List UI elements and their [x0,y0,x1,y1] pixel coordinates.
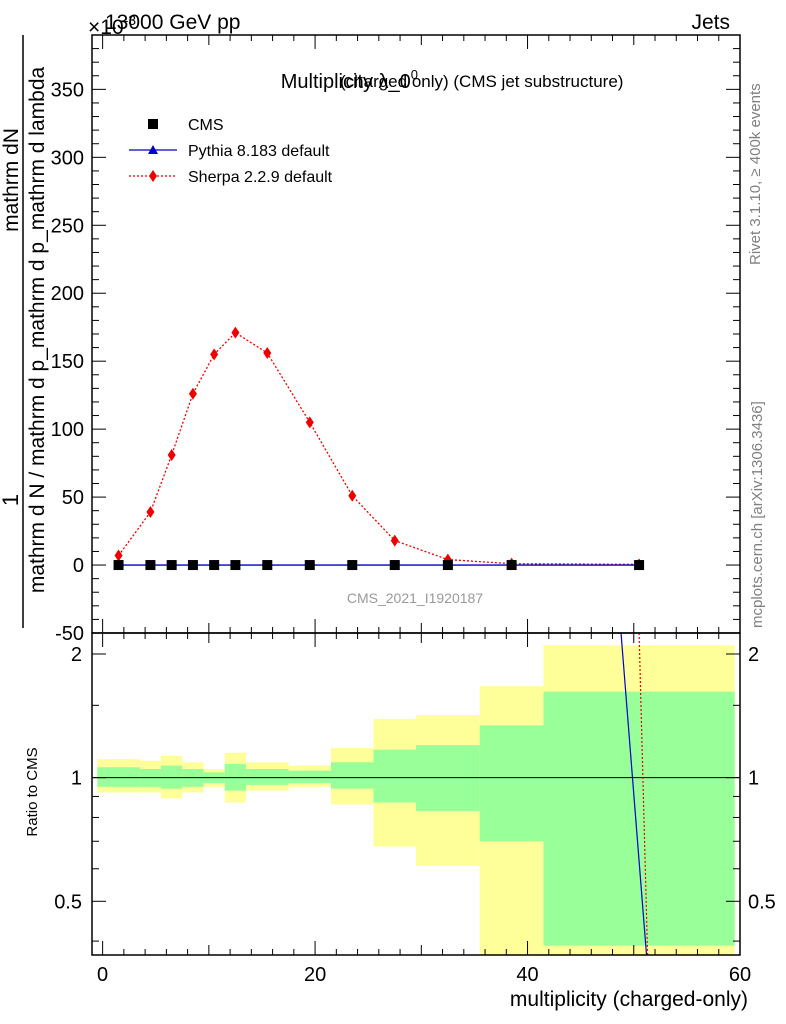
y-tick-label: 350 [51,79,84,101]
y-tick-label: -50 [55,623,84,645]
main-plot-panel: -50 0 50 100 150 200 250 300 350 CMS Pythia 8.183 … [51,34,741,645]
ratio-frame [91,632,741,956]
y-axis-label-top: mathrm dN [0,128,23,232]
sherpa-point [114,549,123,562]
y-tick-label: 100 [51,419,84,441]
cms-point [113,560,124,571]
x-tick-label: 60 [729,964,751,986]
ratio-y-axis-label: Ratio to CMS [24,747,41,836]
sherpa-point [348,489,357,502]
watermark: CMS_2021_I1920187 [347,590,483,606]
y-tick-label: 50 [62,487,84,509]
legend-marker-sherpa [149,170,157,182]
x-axis-label: multiplicity (charged-only) [510,988,748,1011]
energy-label: 13000 GeV pp [105,11,240,34]
uncertainty-band-inner [373,749,416,803]
y-axis-label-numerator: 1 [0,494,23,506]
ratio-y-tick-label-right: 0.5 [748,891,776,913]
x-tick-label: 20 [304,964,326,986]
y-tick-label: 250 [51,215,84,237]
cms-point [389,560,400,571]
uncertainty-band-inner [97,767,140,787]
cms-point [262,560,273,571]
cms-point [145,560,156,571]
legend-marker-pythia [148,145,158,154]
sherpa-line [118,331,640,566]
cms-point [209,560,220,571]
cms-point [506,560,517,571]
cms-point [166,560,177,571]
cms-point [347,560,358,571]
x-tick-label: 0 [97,964,108,986]
rivet-label: Rivet 3.1.10, ≥ 400k events [747,83,764,265]
plot-title: Multiplicity λ_00 [281,67,418,93]
y-tick-label: 0 [73,555,84,577]
cms-point [442,560,453,571]
uncertainty-band-inner [161,765,183,789]
sherpa-point [231,326,240,339]
x-tick-label: 40 [516,964,538,986]
sherpa-point [305,416,314,429]
plot-title-sup: 0 [411,67,418,82]
sherpa-point [146,506,155,519]
mcplots-label: mcplots.cern.ch [arXiv:1306.3436] [749,401,766,628]
uncertainty-band-inner [543,691,735,946]
legend-label: CMS [188,117,224,134]
uncertainty-band-inner [246,768,289,785]
y-axis-label-denominator: mathrm d N / mathrm d p_mathrm d p_mathr… [26,67,49,594]
process-label: Jets [691,11,730,34]
cms-point [230,560,241,571]
sherpa-point [390,534,399,547]
sherpa-point [210,348,219,361]
exponent-power: -3 [124,12,137,28]
y-tick-label: 300 [51,147,84,169]
legend-label: Pythia 8.183 default [188,143,330,160]
sherpa-point [167,448,176,461]
uncertainty-band-inner [331,762,374,789]
cms-point [634,560,645,571]
exponent-label: ×10-3 [88,12,136,39]
plot-title-suffix: (charged only) (CMS jet substructure) [340,72,623,91]
uncertainty-band-inner [479,725,544,842]
sherpa-point [263,347,272,360]
ratio-y-tick-label-right: 2 [748,644,759,666]
y-tick-label: 150 [51,351,84,373]
legend-marker-cms [148,119,158,129]
exponent-base: ×10 [88,16,124,39]
ratio-y-tick-label: 1 [71,768,82,790]
y-tick-label: 200 [51,283,84,305]
legend-label: Sherpa 2.2.9 default [188,169,333,186]
ratio-y-tick-label: 2 [71,644,82,666]
plot-title-main: Multiplicity λ_0 [281,71,411,93]
ratio-line-sherpa [638,632,649,956]
cms-point [187,560,198,571]
ratio-line-pythia [620,632,648,956]
sherpa-point [188,387,197,400]
uncertainty-band-inner [288,770,332,784]
ratio-y-tick-label: 0.5 [54,891,82,913]
ratio-plot-panel: 0 20 40 60 0.5 0.5 1 1 2 2 [54,632,776,986]
ratio-y-tick-label-right: 1 [748,768,759,790]
cms-point [304,560,315,571]
